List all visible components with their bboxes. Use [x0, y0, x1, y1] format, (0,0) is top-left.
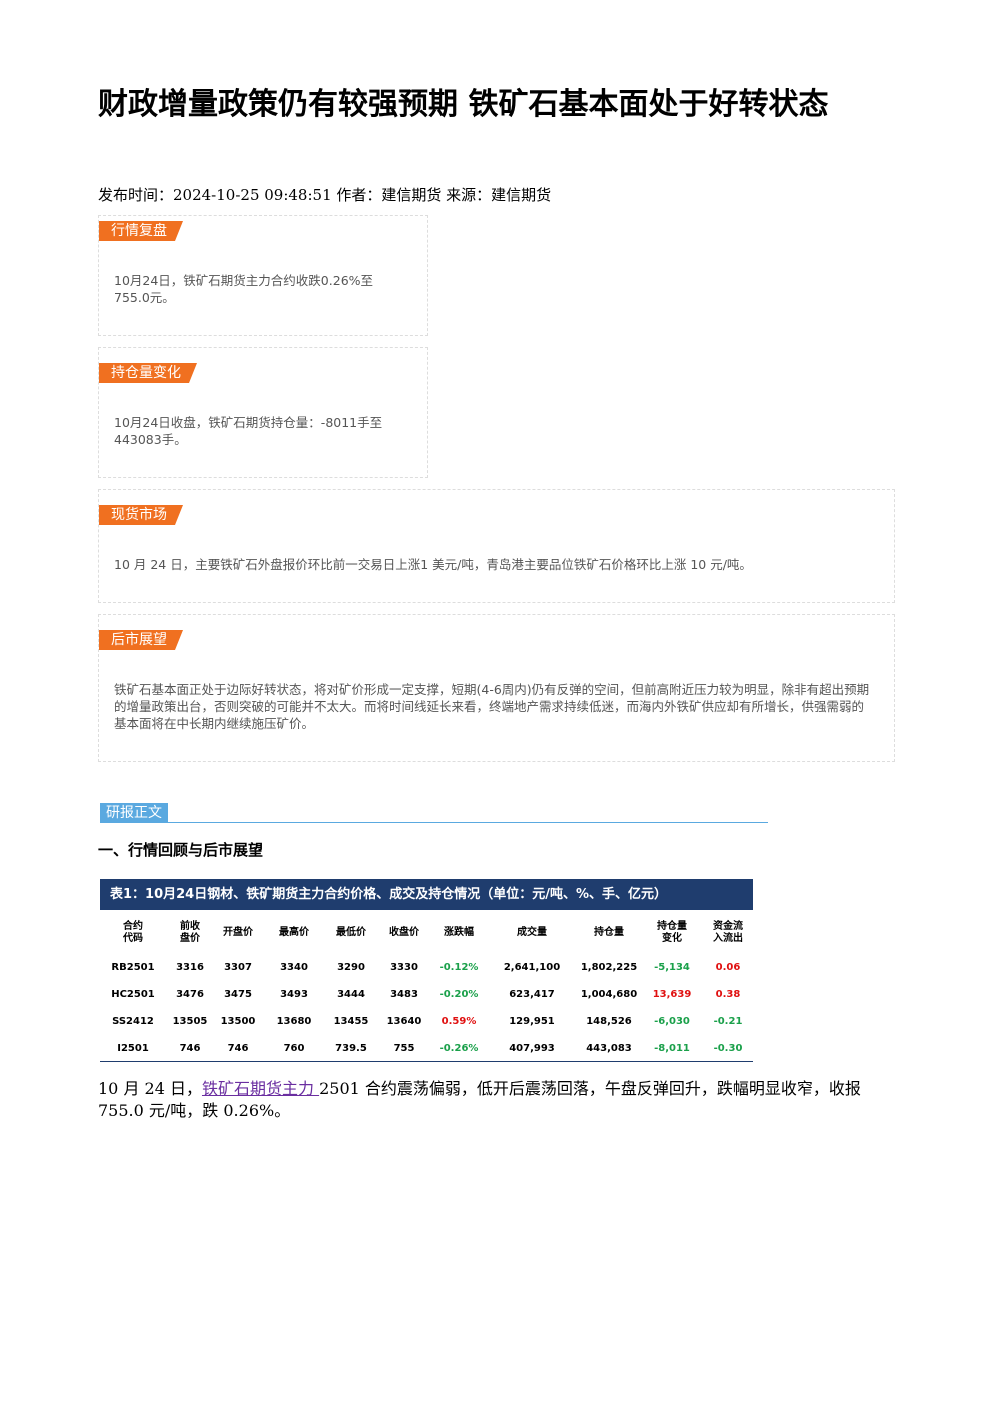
section-box — [98, 489, 895, 603]
table-cell: 持仓量 — [594, 927, 624, 938]
table-cell: 成交量 — [517, 927, 547, 938]
table-cell: 0.06 — [715, 962, 741, 973]
table-cell: 623,417 — [509, 989, 555, 1000]
table-cell: 407,993 — [509, 1043, 555, 1054]
table-cell: -5,134 — [654, 962, 690, 973]
table-cell: 746 — [179, 1043, 201, 1054]
table-cell: -0.20% — [439, 989, 479, 1000]
table-cell: HC2501 — [111, 989, 155, 1000]
table-cell: 资金流 入流出 — [713, 921, 743, 944]
meta: 发布时间：2024-10-25 09:48:51 作者：建信期货 来源：建信期货 — [98, 186, 552, 204]
table-cell: -0.21 — [713, 1016, 743, 1027]
section-tag: 持仓量变化 — [99, 363, 197, 383]
table-cell: -6,030 — [654, 1016, 690, 1027]
table-cell: 前收 盘价 — [180, 921, 200, 944]
table-cell: 开盘价 — [223, 927, 253, 938]
section-box — [98, 614, 895, 762]
table-cell: 3290 — [337, 962, 365, 973]
section-text: 10月24日收盘，铁矿石期货持仓量：-8011手至443083手。 — [114, 415, 383, 447]
table-cell: 收盘价 — [389, 927, 419, 938]
table-cell: 0.38 — [715, 989, 741, 1000]
table-cell: 最高价 — [279, 927, 309, 938]
table-cell: 持仓量 变化 — [657, 921, 687, 944]
table-cell: 129,951 — [509, 1016, 555, 1027]
table-cell: 0.59% — [441, 1016, 477, 1027]
table-cell: 443,083 — [586, 1043, 632, 1054]
heading: 一、行情回顾与后市展望 — [98, 841, 264, 859]
table-cell: 746 — [227, 1043, 249, 1054]
table-cell: 13,639 — [652, 989, 692, 1000]
divider — [100, 822, 768, 823]
table-cell: -8,011 — [654, 1043, 690, 1054]
table-cell: 755 — [393, 1043, 415, 1054]
table-cell: 3476 — [176, 989, 204, 1000]
table-cell: 13640 — [386, 1016, 422, 1027]
table-cell: 739.5 — [335, 1043, 367, 1054]
table-cell: 13500 — [220, 1016, 256, 1027]
table-cell: 3330 — [390, 962, 418, 973]
table-cell: 13455 — [333, 1016, 369, 1027]
section-tag: 后市展望 — [99, 630, 183, 650]
table-cell: SS2412 — [112, 1016, 154, 1027]
table-cell: -0.12% — [439, 962, 479, 973]
table-cell: 3316 — [176, 962, 204, 973]
title: 财政增量政策仍有较强预期 铁矿石基本面处于好转状态 — [98, 87, 829, 122]
table-cell: 148,526 — [586, 1016, 632, 1027]
section-text: 10 月 24 日，主要铁矿石外盘报价环比前一交易日上涨1 美元/吨，青岛港主要… — [114, 557, 752, 572]
table-cell: 3340 — [280, 962, 308, 973]
table-cell: 1,802,225 — [580, 962, 638, 973]
table-cell: 13505 — [172, 1016, 208, 1027]
table-cell: I2501 — [117, 1043, 149, 1054]
table-cell: 合约 代码 — [123, 921, 143, 944]
section-text: 10月24日，铁矿石期货主力合约收跌0.26%至755.0元。 — [114, 273, 374, 305]
table-cell: -0.26% — [439, 1043, 479, 1054]
table-cell: 13680 — [276, 1016, 312, 1027]
report-tag: 研报正文 — [100, 803, 168, 823]
section-box — [98, 347, 428, 478]
table-cell: 3475 — [224, 989, 252, 1000]
text: 10 月 24 日， — [98, 1079, 202, 1098]
table-cell: 涨跌幅 — [444, 927, 474, 938]
table-cell: 2,641,100 — [503, 962, 561, 973]
section-box — [98, 215, 428, 336]
table-cell: 760 — [283, 1043, 305, 1054]
text: 2501 合约震荡偏弱，低开后震荡回落，午盘反弹回升，跌幅明显收窄，收报 755… — [98, 1079, 861, 1120]
table-cell: 最低价 — [336, 927, 366, 938]
table-rule — [100, 1061, 753, 1062]
table-cell: 3307 — [224, 962, 252, 973]
table-cell: -0.30 — [713, 1043, 743, 1054]
table-cell: RB2501 — [111, 962, 155, 973]
table-cell: 3493 — [280, 989, 308, 1000]
section-text: 铁矿石基本面正处于边际好转状态，将对矿价形成一定支撑，短期(4-6周内)仍有反弹… — [114, 682, 870, 731]
table-cell: 3444 — [337, 989, 365, 1000]
link[interactable]: 铁矿石期货主力 — [201, 1079, 320, 1098]
body-text: 10 月 24 日，铁矿石期货主力 2501 合约震荡偏弱，低开后震荡回落，午盘… — [98, 1078, 888, 1122]
table-caption: 表1：10月24日钢材、铁矿期货主力合约价格、成交及持仓情况（单位：元/吨、%、… — [100, 879, 753, 910]
table-cell: 1,004,680 — [580, 989, 638, 1000]
table-cell: 3483 — [390, 989, 418, 1000]
section-tag: 现货市场 — [99, 505, 183, 525]
section-tag: 行情复盘 — [99, 221, 183, 241]
